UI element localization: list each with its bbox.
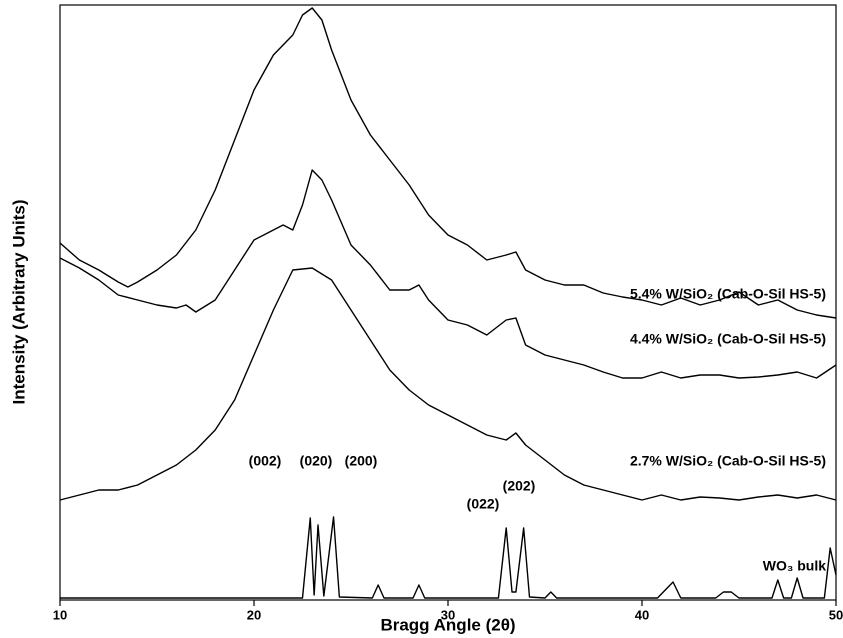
x-tick-label: 50 <box>829 607 843 622</box>
peak-label: (200) <box>345 453 378 469</box>
x-axis-title: Bragg Angle (2θ) <box>380 615 515 634</box>
series-line <box>59 169 837 379</box>
peak-label: (022) <box>467 496 500 512</box>
y-axis-title: Intensity (Arbitrary Units) <box>9 200 28 405</box>
series-label: 2.7% W/SiO₂ (Cab-O-Sil HS-5) <box>630 453 826 469</box>
x-tick-label: 30 <box>441 607 455 622</box>
peak-label: (202) <box>503 478 536 494</box>
plot-frame <box>59 4 837 601</box>
series-line <box>59 267 837 501</box>
series-line <box>60 516 837 599</box>
series-line <box>59 7 837 319</box>
peak-label: (020) <box>300 453 333 469</box>
x-tick-label: 20 <box>247 607 261 622</box>
series-label: WO₃ bulk <box>763 558 826 574</box>
x-tick-label: 40 <box>635 607 649 622</box>
x-tick-label: 10 <box>53 607 67 622</box>
peak-label: (002) <box>249 453 282 469</box>
series-label: 5.4% W/SiO₂ (Cab-O-Sil HS-5) <box>630 286 826 302</box>
series-label: 4.4% W/SiO₂ (Cab-O-Sil HS-5) <box>630 331 826 347</box>
